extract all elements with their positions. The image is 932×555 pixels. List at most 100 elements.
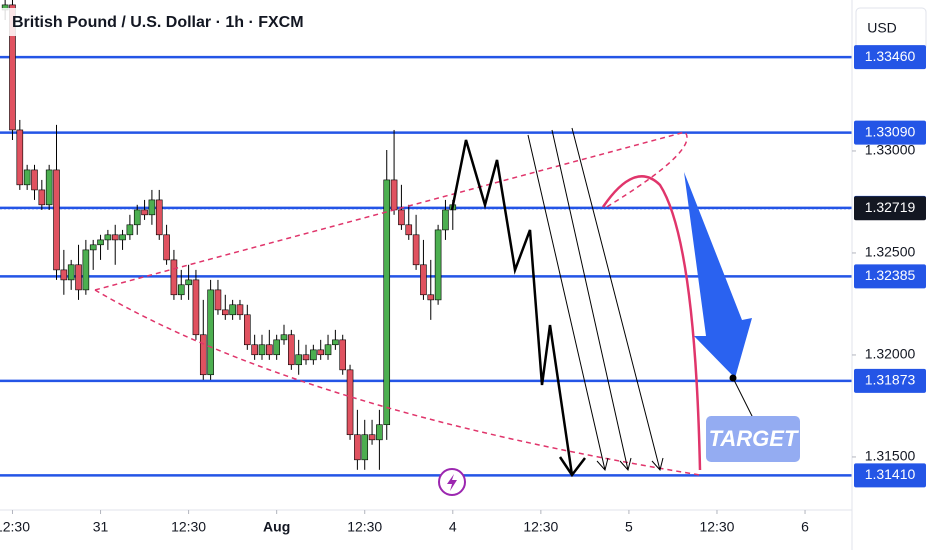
- candle-body: [420, 264, 427, 296]
- y-tick-label: 1.31500: [865, 448, 916, 464]
- candle-body: [199, 334, 207, 376]
- candle-body: [390, 179, 398, 211]
- candle-body: [412, 234, 420, 266]
- currency-label: USD: [867, 20, 897, 36]
- candle-body: [9, 4, 16, 131]
- title-backdrop: [0, 8, 300, 36]
- candle-body: [339, 339, 347, 371]
- candle-body: [346, 369, 354, 436]
- level-tag: [854, 463, 926, 488]
- candle-body: [236, 304, 244, 316]
- candle-body: [45, 169, 53, 206]
- candle-body: [295, 354, 302, 366]
- candle-body: [442, 209, 449, 231]
- candle-body: [97, 239, 104, 246]
- candle-body: [192, 279, 200, 336]
- y-tick-label: 1.33000: [865, 142, 916, 158]
- candle-body: [229, 304, 236, 316]
- candle-body: [38, 189, 46, 206]
- pattern-lower: [94, 289, 701, 476]
- level-label: 1.33460: [865, 48, 916, 64]
- candle-body: [16, 129, 24, 186]
- x-tick-label: Aug: [263, 519, 290, 535]
- axes: 1.33000 1.32500 1.32000 1.31500 12:30 31 12:30…: [0, 45, 926, 535]
- x-tick-label: 12:30: [171, 519, 206, 535]
- candle-body: [111, 234, 119, 241]
- candle-body: [302, 354, 310, 361]
- level-tag: [854, 120, 926, 145]
- projection-lines: [527, 127, 664, 472]
- candle-body: [53, 169, 60, 271]
- candle-body: [273, 339, 280, 356]
- candle-body: [376, 424, 383, 441]
- candle-body: [221, 309, 229, 316]
- candle-body: [368, 434, 376, 441]
- candle-body: [251, 344, 258, 356]
- level-label: 1.33090: [865, 123, 916, 139]
- candle-body: [133, 209, 141, 226]
- candle-body: [119, 234, 126, 241]
- candle-body: [82, 249, 90, 291]
- level-tag: [854, 264, 926, 289]
- candle-body: [60, 269, 68, 281]
- candle-body: [126, 224, 134, 236]
- x-tick-label: 12:30: [347, 519, 382, 535]
- candle-body: [354, 434, 361, 461]
- candle-body: [155, 199, 163, 236]
- candle-body: [288, 334, 295, 366]
- candle-body: [75, 264, 82, 291]
- candle-body: [383, 179, 391, 426]
- x-tick-label: 6: [801, 519, 809, 535]
- level-tag: [854, 45, 926, 70]
- candle-body: [310, 349, 317, 361]
- x-tick-label: 12:30: [699, 519, 734, 535]
- candle-body: [67, 264, 75, 281]
- y-tick-label: 1.32500: [865, 244, 916, 260]
- big-arrow: [684, 172, 752, 378]
- candle-body: [148, 199, 156, 216]
- candle-body: [23, 169, 31, 186]
- event-icon-bolt: [447, 474, 457, 491]
- x-tick-label: 4: [449, 519, 457, 535]
- target-dot: [729, 374, 737, 382]
- x-tick-label: 5: [625, 519, 633, 535]
- candle-body: [324, 344, 332, 356]
- candle-body: [398, 209, 405, 226]
- candle-body: [89, 244, 97, 251]
- candle-body: [214, 289, 222, 311]
- zigzag-path: [450, 139, 586, 478]
- chart-title: British Pound / U.S. Dollar · 1h · FXCM: [12, 14, 304, 31]
- candle-body: [163, 234, 170, 261]
- x-tick-label: 12:30: [0, 519, 30, 535]
- y-tick-label: 1.32000: [865, 346, 916, 362]
- x-tick-label: 31: [93, 519, 109, 535]
- candle-body: [141, 209, 148, 216]
- last-price-tag: [854, 196, 926, 221]
- candle-body: [207, 289, 214, 376]
- candle-body: [317, 349, 324, 356]
- x-tick-label: 12:30: [523, 519, 558, 535]
- candle-body: [185, 279, 192, 286]
- level-label: 1.31410: [865, 466, 916, 482]
- last-price-label: 1.32719: [865, 199, 916, 215]
- candle-body: [177, 284, 185, 296]
- level-tag: [854, 368, 926, 393]
- pink-curve: [601, 175, 702, 471]
- candle-body: [280, 334, 288, 341]
- candle-body: [258, 344, 266, 356]
- candle-body: [332, 339, 339, 346]
- target-box: [706, 416, 800, 462]
- candle-body: [427, 294, 435, 301]
- level-label: 1.32385: [865, 267, 916, 283]
- candle-body: [361, 434, 369, 461]
- candle-body: [405, 224, 413, 236]
- candle-body: [104, 234, 112, 241]
- level-label: 1.31873: [865, 372, 916, 388]
- plot-area: [0, 0, 852, 477]
- candle-body: [31, 169, 38, 191]
- drawings: [94, 127, 800, 496]
- target-pointer: [732, 377, 754, 419]
- candle-body: [244, 314, 251, 346]
- candle-body: [266, 344, 273, 356]
